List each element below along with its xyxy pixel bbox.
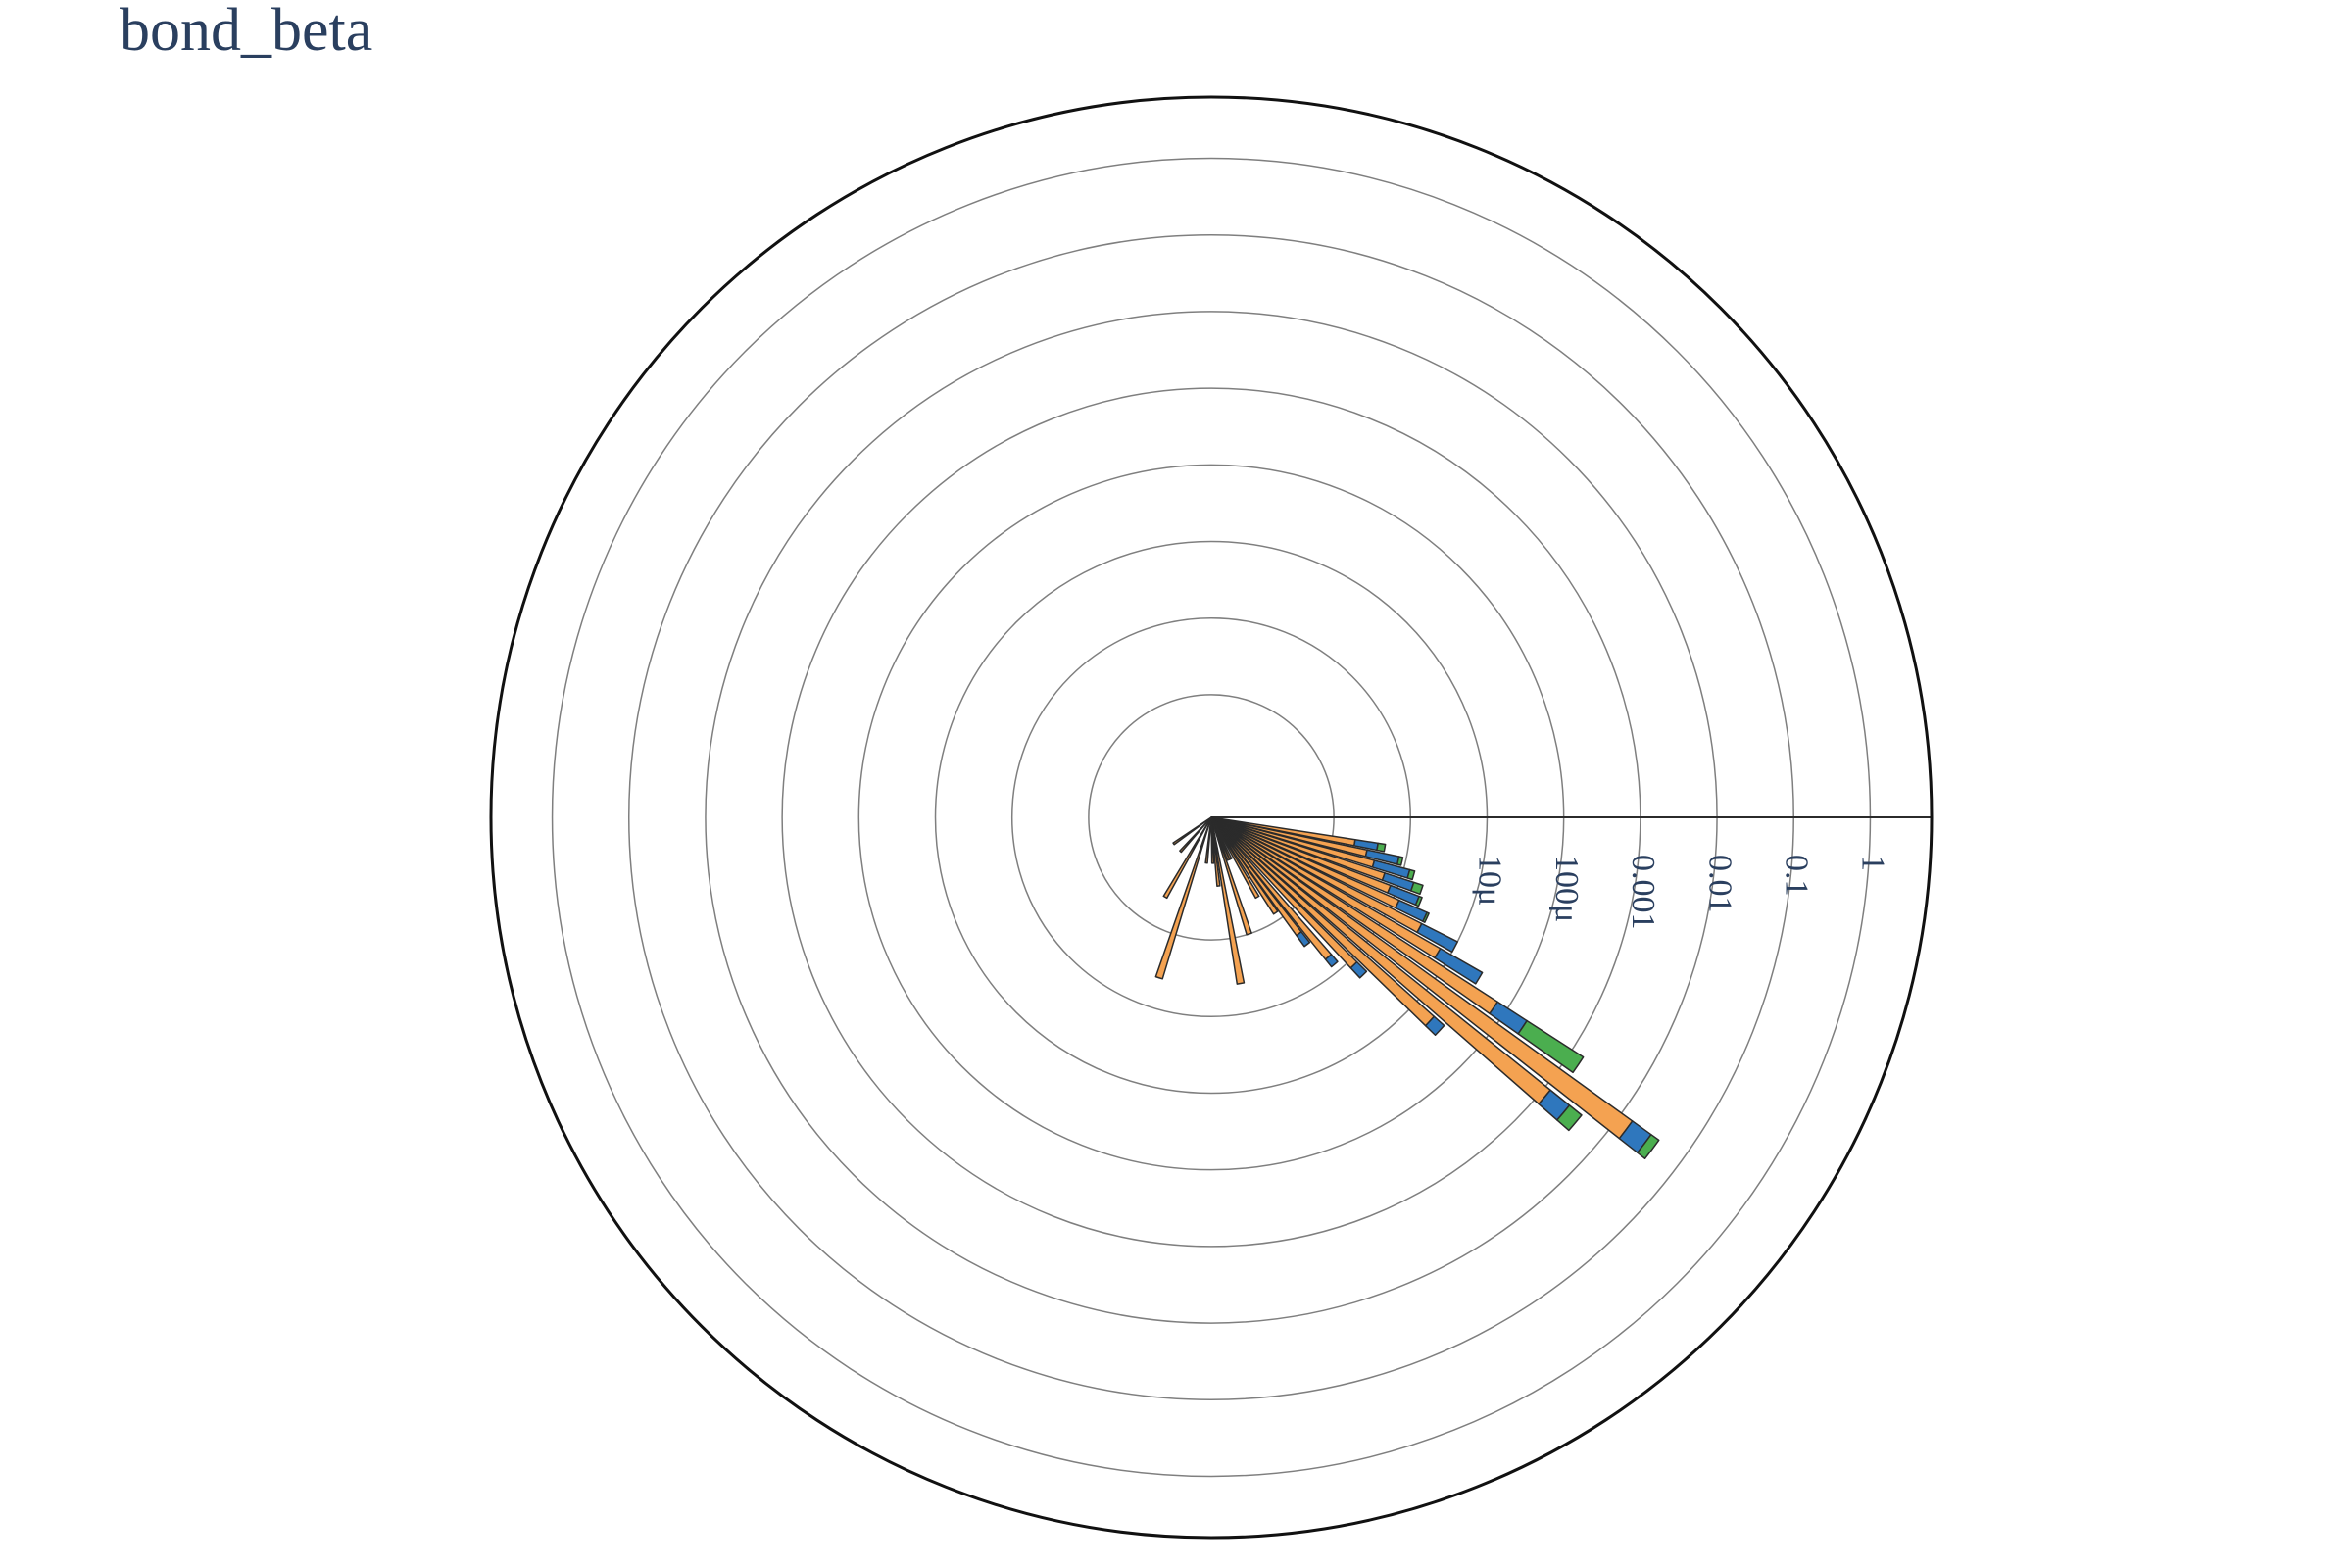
radial-tick-label: 100μ	[1548, 855, 1585, 922]
bar-segment-green	[1406, 868, 1416, 881]
bar-segment-green	[1376, 842, 1387, 853]
bar-segment-blue	[1296, 931, 1311, 948]
radial-tick-label: 0.1	[1778, 855, 1814, 897]
bar-segment-orange	[1210, 816, 1231, 861]
radial-tick-label: 1	[1855, 855, 1891, 871]
bar-segment-orange	[1210, 816, 1279, 915]
bar-segment-blue	[1324, 954, 1339, 968]
bar-segment-green	[1396, 856, 1404, 866]
bar-segment-green	[1517, 1019, 1585, 1074]
bar-segment-green	[1556, 1104, 1583, 1132]
radial-tick-label: 0.001	[1625, 855, 1661, 930]
chart-title: bond_beta	[120, 0, 373, 64]
bar-segment-orange	[1210, 816, 1246, 985]
bar-segment-orange	[1179, 816, 1212, 854]
radial-tick-label: 0.01	[1701, 855, 1738, 913]
bar-segment-orange	[1210, 816, 1252, 936]
bar-segment-blue	[1349, 960, 1368, 979]
bar-segment-orange	[1210, 816, 1260, 900]
bars	[1154, 816, 1660, 1159]
bar-segment-orange	[1210, 816, 1221, 887]
bar-segment-green	[1637, 1133, 1660, 1159]
radial-tick-labels: 10μ 100μ 0.001 0.01 0.1 1	[1472, 855, 1891, 930]
bar-segment-green	[1422, 911, 1430, 923]
bar-segment-orange	[1162, 816, 1212, 900]
bar-segment-blue	[1424, 1015, 1446, 1036]
radial-tick-label: 10μ	[1472, 855, 1508, 906]
bar-segment-orange	[1172, 816, 1212, 846]
bar-segment-orange	[1204, 816, 1212, 864]
bar-segment-blue	[1416, 922, 1458, 954]
polar-outline	[489, 95, 1934, 1540]
bar-segment-orange	[1210, 816, 1215, 864]
bar-segment-green	[1414, 895, 1423, 907]
bar-segment-orange	[1154, 816, 1212, 980]
bar-segment-blue	[1434, 948, 1484, 985]
bar-segment-green	[1409, 881, 1424, 896]
